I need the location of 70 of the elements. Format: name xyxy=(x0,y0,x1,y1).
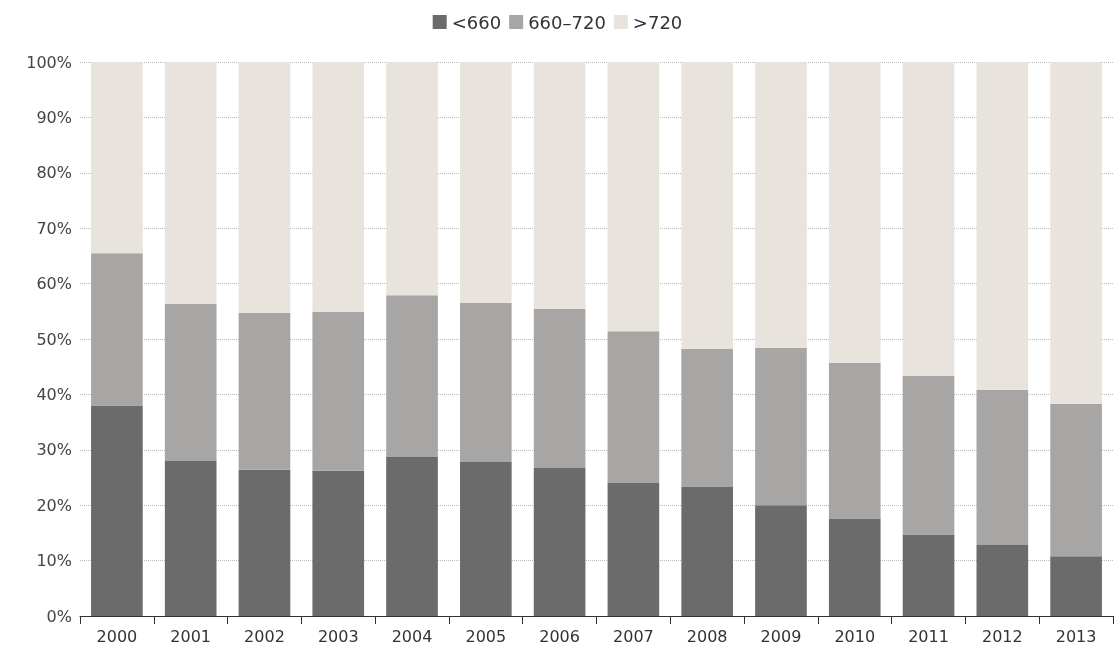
bar xyxy=(91,62,143,254)
legend-label: <660 xyxy=(451,11,502,33)
y-tick-label: 80% xyxy=(36,163,72,183)
bar xyxy=(681,348,733,487)
y-tick-label: 40% xyxy=(36,384,72,404)
x-tick-label: 2010 xyxy=(834,626,876,646)
x-tick-label: 2013 xyxy=(1055,626,1097,646)
y-tick-label: 30% xyxy=(36,440,72,460)
bar xyxy=(312,311,365,471)
bar xyxy=(681,486,733,616)
x-tick-label: 2011 xyxy=(908,626,949,646)
bar xyxy=(902,62,955,377)
bar xyxy=(238,312,291,470)
bar xyxy=(533,62,586,310)
legend-label: 660–720 xyxy=(528,11,606,33)
x-tick-label: 2006 xyxy=(539,626,580,646)
y-tick-label: 70% xyxy=(36,218,72,238)
x-tick-label: 2008 xyxy=(686,626,728,646)
bar xyxy=(460,302,512,462)
bar xyxy=(164,304,217,461)
bar xyxy=(607,62,660,332)
bar xyxy=(828,519,881,616)
bar xyxy=(533,309,586,469)
bar xyxy=(460,461,512,616)
bar xyxy=(386,295,438,457)
bar xyxy=(386,457,438,616)
bar xyxy=(607,483,660,616)
x-tick-label: 2007 xyxy=(613,626,654,646)
bar xyxy=(164,460,217,616)
bar xyxy=(386,62,438,296)
x-tick-label: 2004 xyxy=(391,626,433,646)
bar xyxy=(312,470,365,616)
x-tick-label: 2005 xyxy=(465,626,507,646)
bar xyxy=(1050,62,1102,404)
bar xyxy=(902,376,955,536)
bar xyxy=(1050,403,1102,557)
bar xyxy=(460,62,512,303)
y-tick-label: 0% xyxy=(46,606,72,626)
bar xyxy=(902,535,955,616)
bar xyxy=(828,362,881,520)
bar xyxy=(91,405,143,616)
bar xyxy=(312,62,365,312)
y-tick-label: 20% xyxy=(36,495,72,515)
y-tick-label: 90% xyxy=(36,107,72,127)
legend-label: >720 xyxy=(632,11,683,33)
bar xyxy=(976,62,1029,390)
x-tick-label: 2002 xyxy=(244,626,285,646)
bar xyxy=(533,468,586,616)
y-tick-label: 50% xyxy=(36,329,72,349)
bar xyxy=(1050,556,1102,616)
y-tick-label: 10% xyxy=(36,551,72,571)
bar xyxy=(976,545,1029,616)
bar xyxy=(681,62,733,349)
x-tick-label: 2000 xyxy=(96,626,138,646)
bar xyxy=(607,331,660,484)
x-tick-label: 2009 xyxy=(760,626,802,646)
bar xyxy=(164,62,217,305)
bar xyxy=(828,62,881,363)
bar xyxy=(755,62,807,348)
x-tick-label: 2012 xyxy=(981,626,1023,646)
x-tick-label: 2001 xyxy=(170,626,212,646)
bar xyxy=(755,347,807,506)
y-tick-label: 60% xyxy=(36,274,72,294)
bar xyxy=(755,505,807,616)
bar xyxy=(976,389,1029,546)
bar xyxy=(238,469,291,616)
bar xyxy=(91,253,143,406)
bar xyxy=(238,62,291,313)
y-tick-label: 100% xyxy=(26,52,72,72)
x-tick-label: 2003 xyxy=(317,626,359,646)
